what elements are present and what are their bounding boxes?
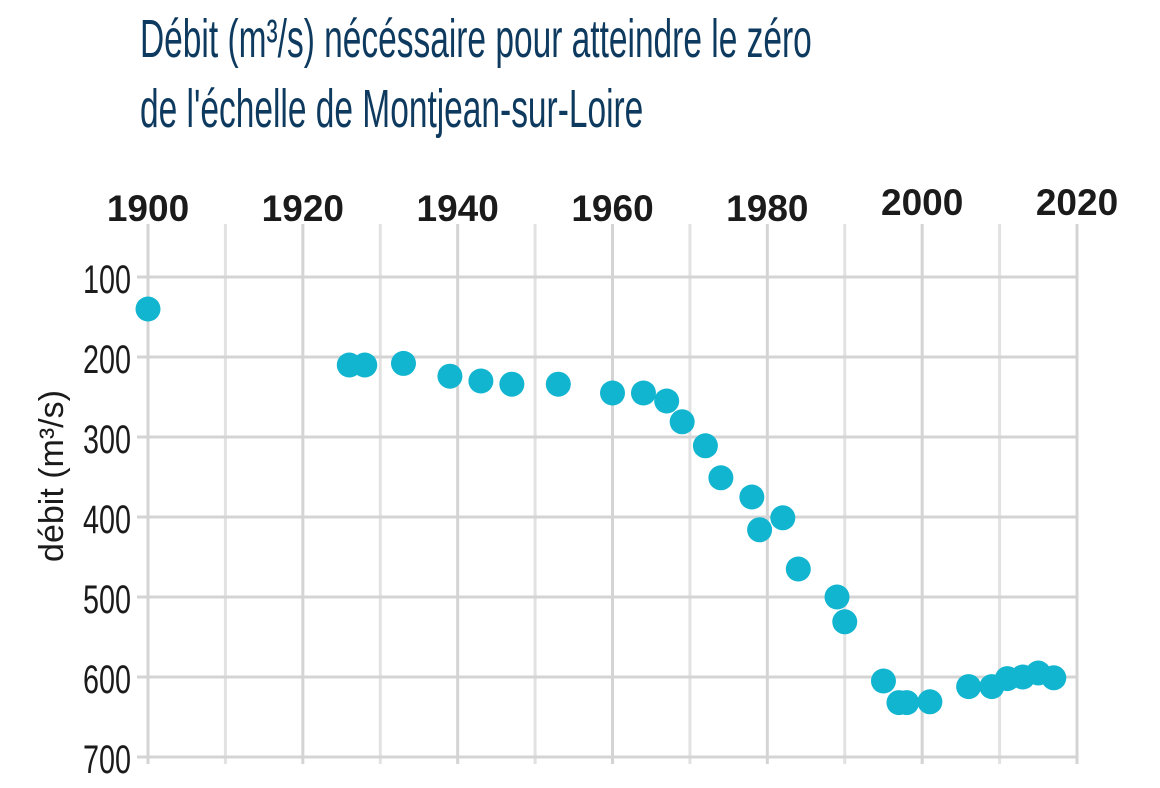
data-point bbox=[630, 380, 656, 406]
data-point bbox=[654, 388, 680, 414]
data-point bbox=[917, 689, 943, 715]
y-tick-label: 600 bbox=[83, 657, 131, 702]
data-point bbox=[499, 371, 525, 397]
data-point bbox=[956, 674, 982, 700]
x-tick-label: 1980 bbox=[726, 188, 808, 229]
x-tick-label: 1960 bbox=[571, 188, 653, 229]
data-point bbox=[770, 505, 796, 531]
data-point bbox=[437, 363, 463, 389]
grid bbox=[137, 224, 1079, 764]
x-axis: 1900 1920 1940 1960 1980 2000 2020 bbox=[107, 182, 1118, 229]
chart-title-line-1: Débit (m³/s) nécéssaire pour atteindre l… bbox=[140, 9, 812, 69]
chart-title-line-2: de l'échelle de Montjean-sur-Loire bbox=[140, 79, 644, 139]
data-point bbox=[824, 584, 850, 610]
y-tick-label: 300 bbox=[83, 417, 131, 462]
data-point bbox=[600, 380, 625, 406]
y-tick-label: 700 bbox=[83, 737, 131, 782]
data-point bbox=[135, 296, 161, 322]
y-tick-label: 200 bbox=[83, 337, 131, 382]
y-tick-label: 100 bbox=[83, 257, 131, 302]
y-tick-label: 400 bbox=[83, 497, 131, 542]
data-point bbox=[785, 556, 811, 582]
x-tick-label: 1900 bbox=[107, 188, 189, 229]
data-point bbox=[747, 517, 773, 543]
data-point bbox=[1041, 665, 1067, 691]
data-point bbox=[708, 465, 734, 491]
y-axis-title: débit (m³/s) bbox=[33, 390, 71, 562]
data-point bbox=[870, 668, 896, 694]
data-point bbox=[468, 368, 494, 394]
data-point bbox=[692, 433, 718, 459]
data-point bbox=[390, 350, 416, 376]
y-tick-label: 500 bbox=[83, 577, 131, 622]
data-point bbox=[669, 409, 695, 435]
x-tick-label: 2000 bbox=[881, 182, 963, 223]
data-point bbox=[352, 352, 378, 378]
x-tick-label: 1920 bbox=[262, 188, 344, 229]
data-point bbox=[545, 371, 571, 397]
chart-title: Débit (m³/s) nécéssaire pour atteindre l… bbox=[140, 4, 812, 144]
y-axis: 100 200 300 400 500 600 700 bbox=[83, 257, 131, 782]
data-point bbox=[739, 484, 765, 510]
x-tick-label: 1940 bbox=[417, 188, 499, 229]
x-tick-label: 2020 bbox=[1036, 182, 1118, 223]
data-point bbox=[832, 609, 858, 635]
data-point bbox=[894, 690, 920, 716]
data-points bbox=[135, 296, 1067, 716]
